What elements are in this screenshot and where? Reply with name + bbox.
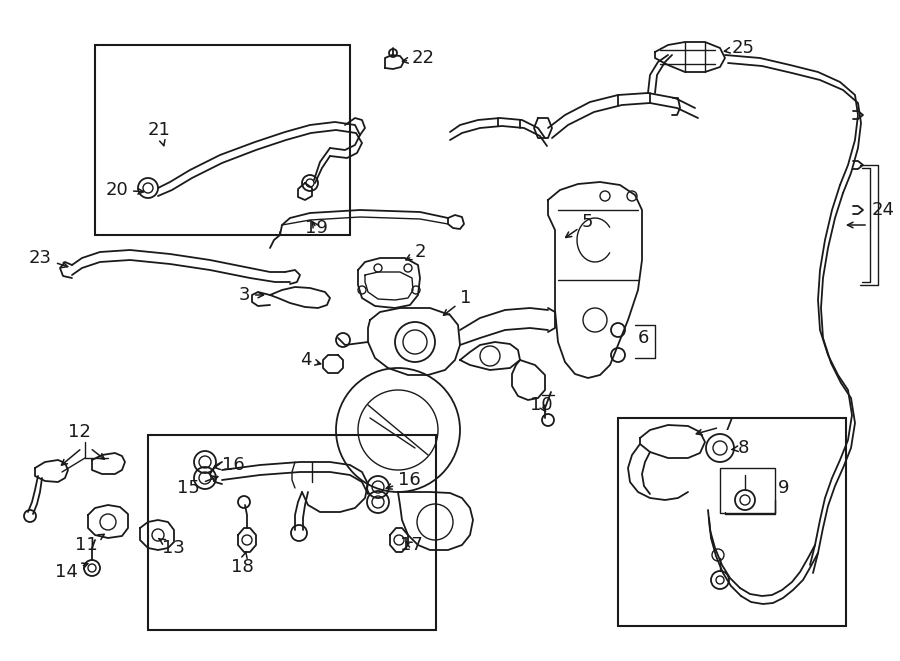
Text: 22: 22	[402, 49, 435, 67]
Text: 24: 24	[872, 201, 895, 219]
Text: 11: 11	[76, 534, 104, 554]
Bar	[95, 45, 350, 235]
Text: 20: 20	[105, 181, 143, 199]
Text: 18: 18	[230, 552, 254, 576]
Text: 21: 21	[148, 121, 171, 145]
Text: 16: 16	[386, 471, 421, 489]
Text: 12: 12	[68, 423, 91, 441]
Text: 16: 16	[214, 456, 245, 474]
Text: 2: 2	[406, 243, 427, 261]
Text: 19: 19	[305, 219, 328, 237]
Text: 9: 9	[778, 479, 789, 497]
Text: 7: 7	[697, 416, 734, 435]
Text: 3: 3	[238, 286, 264, 304]
Bar	[720, 468, 775, 513]
Text: 5: 5	[566, 213, 593, 237]
Text: 15: 15	[177, 476, 218, 497]
Text: 17: 17	[400, 536, 423, 554]
Text: 25: 25	[724, 39, 755, 57]
Text: 13: 13	[159, 539, 184, 557]
Text: 4: 4	[301, 351, 320, 369]
Text: 14: 14	[55, 563, 88, 581]
Bar	[618, 418, 846, 626]
Text: 1: 1	[444, 289, 472, 315]
Bar	[148, 435, 436, 630]
Text: 6: 6	[638, 329, 650, 347]
Text: 8: 8	[732, 439, 750, 457]
Text: 23: 23	[29, 249, 68, 268]
Text: 10: 10	[530, 396, 553, 414]
